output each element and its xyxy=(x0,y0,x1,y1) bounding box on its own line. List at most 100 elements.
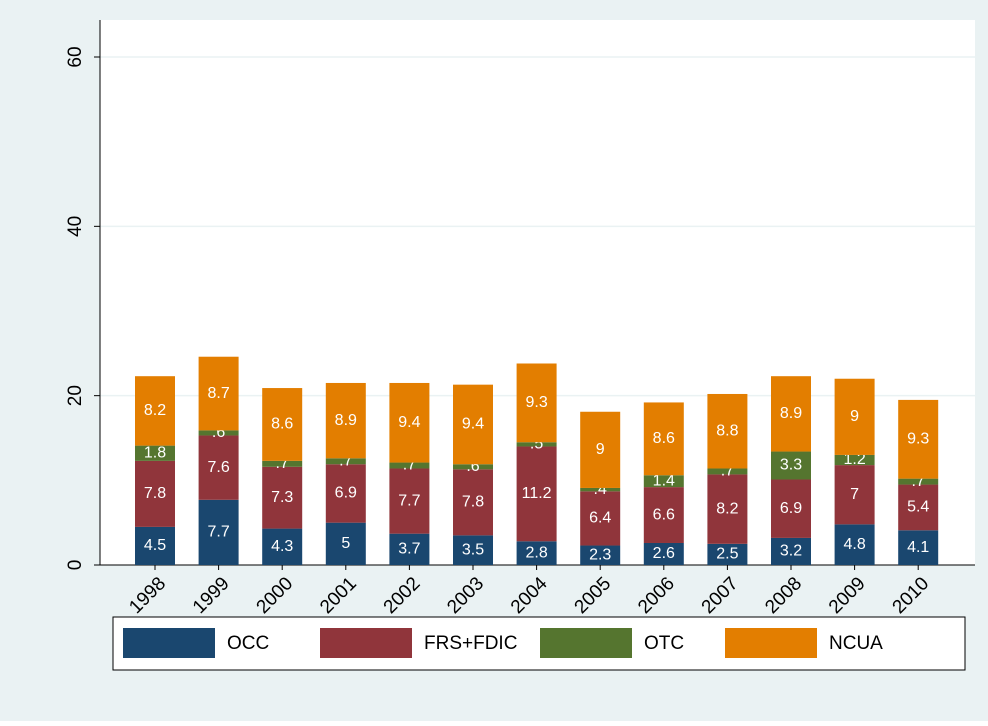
bar-segment xyxy=(771,451,811,480)
bar-segment xyxy=(643,402,684,476)
bar-segment xyxy=(898,399,939,479)
bar-segment xyxy=(198,499,239,565)
data-label: 9 xyxy=(850,408,859,425)
data-label: 8.2 xyxy=(716,500,738,517)
data-label: 8.9 xyxy=(780,405,802,422)
data-label: 3.7 xyxy=(398,541,420,558)
legend-label: OTC xyxy=(644,633,684,654)
bar-segment xyxy=(643,487,684,543)
data-label: 6.6 xyxy=(653,506,675,523)
data-label: 5.4 xyxy=(907,499,929,516)
data-label: 4.3 xyxy=(271,538,293,555)
bar-segment xyxy=(834,465,875,525)
data-label: 4.5 xyxy=(144,537,166,554)
bar-segment xyxy=(580,411,621,488)
bar-segment xyxy=(325,464,366,523)
data-label: 7.7 xyxy=(207,524,229,541)
data-label: 11.2 xyxy=(522,485,552,502)
bar-segment xyxy=(389,382,430,463)
bar-segment xyxy=(707,393,748,469)
data-label: 2.8 xyxy=(525,544,547,561)
data-label: 8.8 xyxy=(716,422,738,439)
data-label: 8.2 xyxy=(144,402,166,419)
bar-segment xyxy=(262,528,303,565)
bar-segment xyxy=(516,442,557,447)
data-label: 3.2 xyxy=(780,543,802,560)
data-label: 2.3 xyxy=(589,546,611,563)
data-label: 7.3 xyxy=(271,489,293,506)
data-label: 7.8 xyxy=(144,485,166,502)
data-label: 8.6 xyxy=(271,416,293,433)
data-label: 2.5 xyxy=(716,546,738,563)
data-label: 2.6 xyxy=(653,545,675,562)
y-tick-label: 0 xyxy=(65,560,86,571)
bar-segment xyxy=(135,526,175,565)
data-label: 6.4 xyxy=(589,510,611,527)
data-label: 8.7 xyxy=(207,385,229,402)
data-label: 7.6 xyxy=(207,459,229,476)
bar-segment xyxy=(771,537,811,565)
data-label: 6.9 xyxy=(335,485,357,502)
bar-segment xyxy=(834,378,875,455)
bar-segment xyxy=(580,491,621,546)
bar-segment xyxy=(198,430,239,436)
bar-segment xyxy=(707,474,748,544)
data-label: 1.4 xyxy=(653,472,675,489)
bar-segment xyxy=(453,464,493,470)
bar-segment xyxy=(707,543,748,565)
data-label: 4.1 xyxy=(907,539,929,556)
data-label: 9.3 xyxy=(907,430,929,447)
bar-segment xyxy=(643,542,684,565)
data-label: 6.9 xyxy=(780,500,802,517)
bar-segment xyxy=(516,363,557,443)
y-tick-label: 20 xyxy=(65,385,86,406)
legend-swatch xyxy=(725,628,817,658)
data-label: 7.7 xyxy=(398,492,420,509)
bar-segment xyxy=(453,469,493,536)
bar-segment xyxy=(771,479,811,538)
data-label: 8.9 xyxy=(335,412,357,429)
bar-segment xyxy=(325,522,366,565)
bar-segment xyxy=(325,382,366,459)
legend-label: FRS+FDIC xyxy=(424,633,517,654)
bar-segment xyxy=(643,475,684,488)
legend-swatch xyxy=(123,628,215,658)
bar-segment xyxy=(135,445,175,461)
data-label: 3.5 xyxy=(462,541,484,558)
bar-segment xyxy=(135,460,175,527)
bar-segment xyxy=(262,460,303,467)
bar-segment xyxy=(453,535,493,565)
data-label: 9.3 xyxy=(525,394,547,411)
bar-segment xyxy=(262,466,303,529)
bar-segment xyxy=(516,541,557,565)
bar-segment xyxy=(325,458,366,465)
bar-segment xyxy=(389,462,430,469)
bar-segment xyxy=(898,478,939,485)
legend-swatch xyxy=(320,628,412,658)
data-label: 4.8 xyxy=(843,536,865,553)
bar-segment xyxy=(834,524,875,565)
bar-segment xyxy=(198,356,239,431)
data-label: 8.6 xyxy=(653,430,675,447)
legend-label: NCUA xyxy=(829,633,883,654)
data-label: 9 xyxy=(596,441,605,458)
data-label: 1.2 xyxy=(843,451,865,468)
y-tick-label: 40 xyxy=(65,216,86,237)
bar-segment xyxy=(453,384,493,465)
bar-segment xyxy=(262,388,303,461)
bar-segment xyxy=(135,376,175,446)
data-label: 9.4 xyxy=(398,414,420,431)
bar-segment xyxy=(580,545,621,565)
bar-segment xyxy=(198,435,239,500)
bar-segment xyxy=(898,530,939,565)
bar-segment xyxy=(389,468,430,534)
bar-segment xyxy=(389,533,430,565)
legend-swatch xyxy=(540,628,632,658)
y-tick-label: 60 xyxy=(65,46,86,67)
legend-box xyxy=(112,616,966,671)
data-label: 7.8 xyxy=(462,494,484,511)
data-label: 7 xyxy=(850,486,859,503)
data-label: 5 xyxy=(341,535,350,552)
bar-segment xyxy=(771,376,811,452)
